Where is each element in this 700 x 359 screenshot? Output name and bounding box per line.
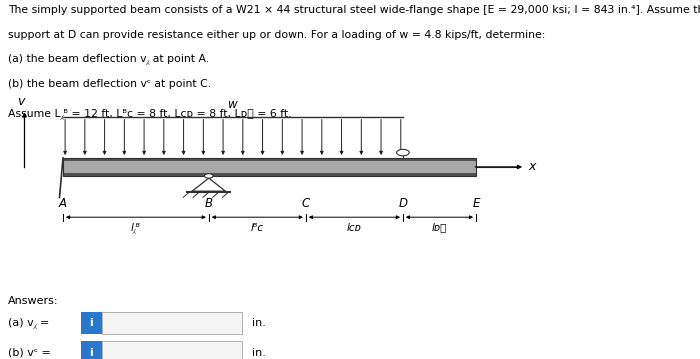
Text: x: x [528, 160, 536, 173]
Text: D: D [398, 197, 407, 210]
Text: C: C [302, 197, 310, 210]
Text: i: i [89, 348, 93, 358]
Text: A: A [59, 197, 67, 210]
Text: in.: in. [252, 318, 266, 328]
Text: i: i [89, 318, 93, 328]
Text: l⁁ᴮ: l⁁ᴮ [131, 223, 141, 234]
Text: lᴄᴅ: lᴄᴅ [347, 223, 362, 233]
Bar [63, 158, 476, 161]
Text: Answers:: Answers: [8, 296, 59, 306]
Circle shape [397, 149, 410, 156]
Bar [63, 158, 476, 176]
Bar [80, 341, 101, 359]
Bar [102, 341, 242, 359]
Text: E: E [473, 197, 480, 210]
Text: (a) the beam deflection v⁁ at point A.: (a) the beam deflection v⁁ at point A. [8, 54, 209, 65]
Bar [63, 173, 476, 176]
Bar [63, 161, 476, 173]
Text: (a) v⁁ =: (a) v⁁ = [8, 318, 50, 328]
Bar [63, 158, 476, 176]
Text: in.: in. [252, 348, 266, 358]
Bar [80, 312, 101, 334]
Text: B: B [205, 197, 213, 210]
Text: w: w [228, 98, 238, 111]
Circle shape [204, 174, 213, 178]
Text: (b) vᶜ =: (b) vᶜ = [8, 348, 51, 358]
Text: (b) the beam deflection vᶜ at point C.: (b) the beam deflection vᶜ at point C. [8, 79, 211, 89]
Text: lᴮᴄ: lᴮᴄ [251, 223, 264, 233]
Text: lᴅᄈ: lᴅᄈ [432, 223, 447, 233]
Text: v: v [18, 95, 24, 108]
Text: Assume L⁁ᴮ = 12 ft, Lᴮᴄ = 8 ft, Lᴄᴅ = 8 ft, Lᴅᄈ = 6 ft.: Assume L⁁ᴮ = 12 ft, Lᴮᴄ = 8 ft, Lᴄᴅ = 8 … [8, 109, 292, 121]
Text: support at D can provide resistance either up or down. For a loading of w = 4.8 : support at D can provide resistance eith… [8, 30, 546, 40]
Bar [102, 312, 242, 334]
Text: The simply supported beam consists of a W21 × 44 structural steel wide-flange sh: The simply supported beam consists of a … [8, 5, 700, 15]
